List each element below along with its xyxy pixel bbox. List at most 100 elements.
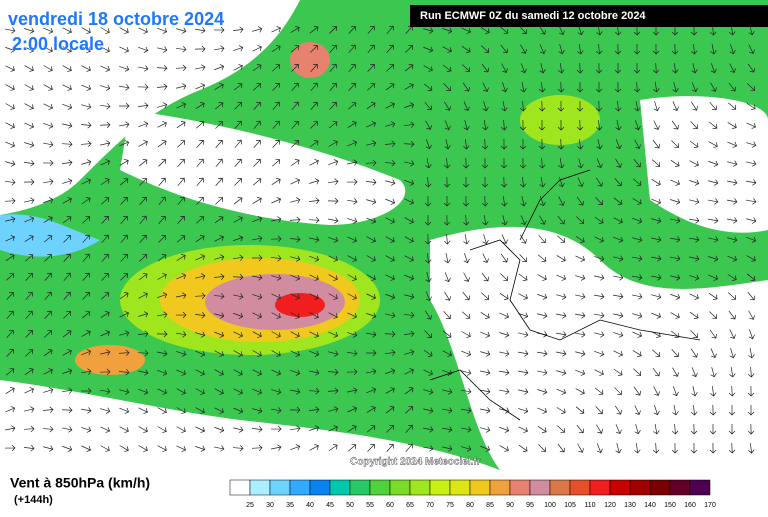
wind-arrow <box>272 120 280 130</box>
wind-arrow <box>61 159 73 166</box>
wind-arrow <box>575 293 586 300</box>
scale-box <box>269 479 291 496</box>
wind-arrow <box>138 369 149 376</box>
wind-arrow <box>25 310 33 320</box>
wind-arrow <box>556 255 566 262</box>
wind-arrow <box>746 217 757 224</box>
wind-arrow <box>501 215 508 226</box>
wind-arrow <box>5 368 15 376</box>
wind-arrow <box>710 385 717 397</box>
wind-arrow <box>309 26 319 34</box>
wind-arrow <box>518 444 528 452</box>
wind-arrow <box>746 160 757 167</box>
scale-label: 140 <box>644 502 656 509</box>
wind-arrow <box>347 387 358 394</box>
wind-arrow <box>519 26 527 35</box>
wind-arrow <box>424 233 432 245</box>
wind-arrow <box>385 387 395 394</box>
wind-arrow <box>746 255 756 262</box>
wind-arrow <box>100 46 110 53</box>
wind-arrow <box>404 102 415 109</box>
wind-arrow <box>520 196 527 207</box>
wind-arrow <box>519 254 527 263</box>
wind-arrow <box>62 46 72 53</box>
wind-arrow <box>5 27 16 34</box>
wind-arrow <box>501 101 508 112</box>
wind-arrow <box>214 102 224 110</box>
wind-arrow <box>43 178 54 185</box>
wind-arrow <box>215 177 223 186</box>
wind-arrow <box>119 426 129 433</box>
wind-arrow <box>270 425 282 433</box>
wind-arrow <box>672 101 679 112</box>
wind-arrow <box>538 234 546 244</box>
wind-arrow <box>309 369 320 376</box>
wind-arrow <box>537 369 548 376</box>
wind-arrow <box>537 407 547 414</box>
wind-arrow <box>138 27 148 34</box>
wind-arrow <box>176 235 186 243</box>
wind-arrow <box>442 64 452 72</box>
wind-arrow <box>233 312 244 319</box>
wind-arrow <box>671 140 679 148</box>
wind-arrow <box>594 350 605 357</box>
scale-box <box>329 479 351 496</box>
wind-arrow <box>480 407 491 414</box>
wind-arrow <box>557 100 565 112</box>
wind-arrow <box>291 82 299 92</box>
wind-arrow <box>424 330 432 338</box>
wind-arrow <box>63 311 71 319</box>
wind-arrow <box>62 387 73 394</box>
wind-arrow <box>689 179 700 186</box>
wind-arrow <box>708 236 719 243</box>
wind-arrow <box>81 426 92 433</box>
wind-arrow <box>615 139 622 150</box>
wind-arrow <box>633 368 642 376</box>
wind-arrow <box>615 158 622 168</box>
wind-arrow <box>499 369 510 376</box>
wind-arrow <box>747 83 755 91</box>
wind-arrow <box>385 236 395 243</box>
wind-arrow <box>120 253 128 262</box>
wind-arrow <box>537 388 548 395</box>
wind-arrow <box>6 273 15 281</box>
wind-arrow <box>5 254 15 262</box>
wind-arrow <box>653 101 660 112</box>
calm-area <box>0 380 500 470</box>
wind-arrow <box>271 444 282 451</box>
wind-arrow <box>385 255 395 262</box>
wind-arrow <box>347 217 358 224</box>
wind-arrow <box>120 215 128 225</box>
wind-arrow <box>499 312 509 319</box>
wind-arrow <box>23 445 35 452</box>
scale-box <box>609 479 631 496</box>
wind-arrow <box>727 198 738 205</box>
wind-arrow <box>138 426 148 433</box>
wind-arrow <box>577 139 584 150</box>
wind-arrow <box>176 27 187 34</box>
wind-arrow <box>176 426 186 433</box>
wind-arrow <box>252 407 263 414</box>
wind-arrow <box>557 425 566 433</box>
wind-arrow <box>575 312 586 319</box>
wind-arrow <box>463 234 470 245</box>
wind-arrow <box>214 426 225 433</box>
wind-arrow <box>214 235 224 242</box>
wind-arrow <box>710 367 717 378</box>
wind-arrow <box>613 312 624 319</box>
wind-arrow <box>176 407 186 414</box>
wind-arrow <box>710 82 717 92</box>
wind-arrow <box>156 64 168 72</box>
wind-arrow <box>101 234 109 244</box>
wind-arrow <box>348 63 356 73</box>
wind-arrows <box>4 24 757 454</box>
wind-arrow <box>44 272 52 282</box>
wind-arrow <box>461 369 472 376</box>
wind-arrow <box>443 311 451 320</box>
wind-arrow <box>25 291 33 301</box>
wind-arrow <box>80 121 92 129</box>
wind-arrow <box>308 387 320 395</box>
wind-arrow <box>62 103 73 110</box>
wind-arrow <box>632 236 643 243</box>
wind-arrow <box>729 44 736 55</box>
